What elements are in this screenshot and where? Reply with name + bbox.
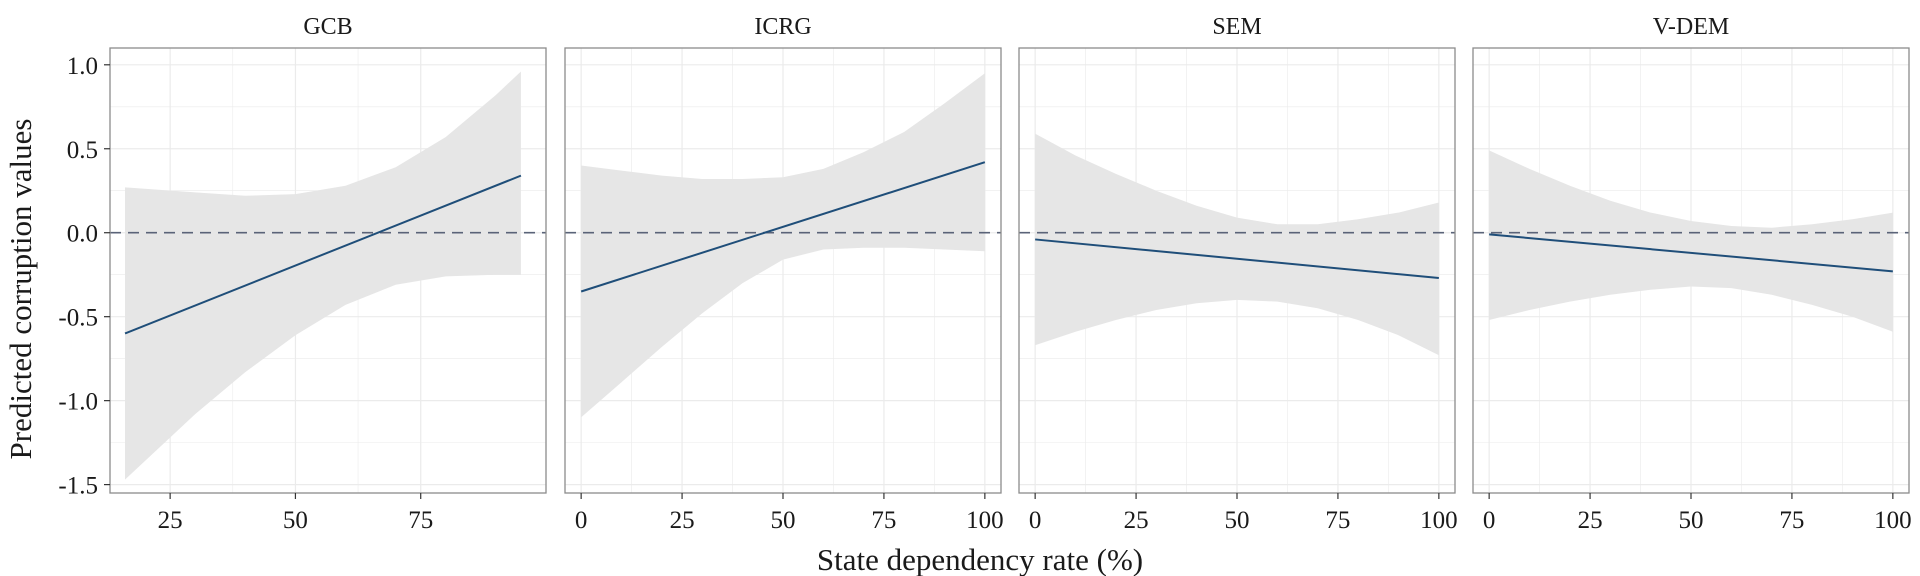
- fitted-line: [124, 174, 522, 335]
- y-tick-label: -0.5: [58, 305, 98, 332]
- y-tick-label: 0.0: [67, 221, 98, 248]
- panel-gcb: GCB 25 50 75 1.0 0.5 0.0 -0.5 -1.0 -1.5: [58, 14, 547, 534]
- confidence-band: [1035, 133, 1439, 356]
- y-axis-label: Predicted corruption values: [3, 119, 38, 460]
- x-tick-label: 25: [1578, 507, 1603, 534]
- y-tick-label: 1.0: [67, 53, 98, 80]
- y-tick-label: -1.5: [58, 473, 98, 500]
- x-tick-label: 75: [871, 507, 896, 534]
- confidence-band: [581, 73, 985, 418]
- x-tick-label: 25: [670, 507, 695, 534]
- x-tick-label: 75: [408, 507, 433, 534]
- x-tick-label: 25: [158, 507, 183, 534]
- confidence-band: [1489, 150, 1893, 332]
- x-tick-label: 50: [1225, 507, 1250, 534]
- x-tick-label: 0: [575, 507, 588, 534]
- panel-title: V-DEM: [1653, 14, 1729, 40]
- x-tick-label: 25: [1124, 507, 1149, 534]
- x-tick-label: 100: [1420, 507, 1458, 534]
- panel-icrg: ICRG 0 25 50 75 100: [564, 14, 1004, 534]
- x-tick-label: 50: [1679, 507, 1704, 534]
- x-tick-label: 75: [1779, 507, 1804, 534]
- x-tick-label: 50: [771, 507, 796, 534]
- fitted-line: [1489, 233, 1893, 273]
- panel-border: [109, 47, 547, 494]
- panel-title: ICRG: [754, 14, 811, 40]
- chart-panels: GCB 25 50 75 1.0 0.5 0.0 -0.5 -1.0 -1.5 ICRG 0 25 50 7…: [58, 14, 1911, 534]
- fitted-line: [580, 161, 986, 293]
- panel-title: SEM: [1212, 14, 1261, 40]
- panel-title: GCB: [303, 14, 352, 40]
- x-tick-label: 100: [1874, 507, 1912, 534]
- x-tick-label: 75: [1325, 507, 1350, 534]
- panel-v-dem: V-DEM 0 25 50 75 100: [1472, 14, 1912, 534]
- x-tick-label: 0: [1483, 507, 1496, 534]
- x-tick-label: 100: [966, 507, 1004, 534]
- fitted-line: [1035, 238, 1439, 280]
- x-tick-label: 50: [283, 507, 308, 534]
- x-tick-label: 0: [1029, 507, 1042, 534]
- x-axis-label: State dependency rate (%): [817, 542, 1143, 576]
- panel-sem: SEM 0 25 50 75 100: [1018, 14, 1458, 534]
- y-tick-label: -1.0: [58, 389, 98, 416]
- y-tick-label: 0.5: [67, 137, 98, 164]
- confidence-band: [125, 71, 521, 480]
